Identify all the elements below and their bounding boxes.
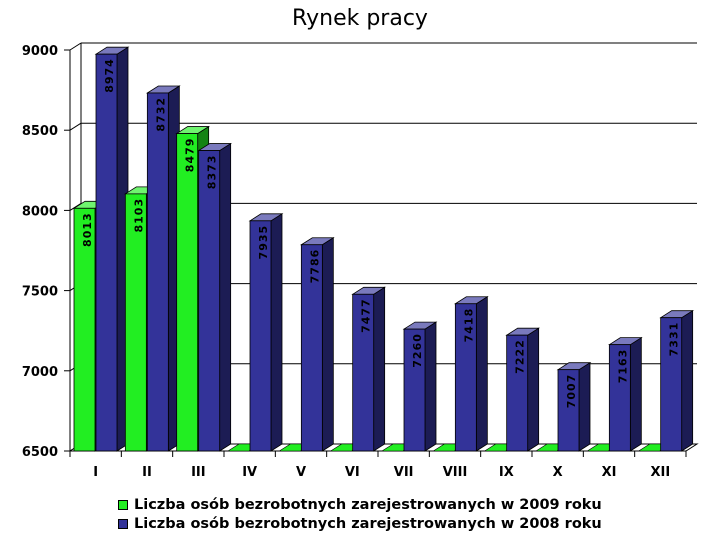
bar-2008 [198, 150, 221, 452]
bar-2008-side [424, 321, 437, 452]
data-label: 7786 [308, 249, 321, 284]
gridline-depth [69, 42, 82, 51]
y-tick-label: 9000 [22, 44, 58, 59]
data-label: 8103 [132, 198, 145, 233]
bar-2008-side [578, 361, 591, 452]
bar-2008-side [629, 336, 642, 452]
legend-item-2009: Liczba osób bezrobotnych zarejestrowanyc… [118, 495, 602, 514]
bar-2008 [300, 244, 323, 452]
data-label: 7163 [616, 349, 629, 384]
x-tick-label: II [142, 465, 152, 480]
bar-2008 [146, 92, 169, 452]
bar-2009 [176, 133, 199, 452]
chart-title: Rynek pracy [292, 6, 428, 31]
bar-2008 [352, 293, 375, 452]
legend-swatch-2008 [118, 518, 128, 529]
bar-2008-side [527, 327, 540, 452]
bar-2008 [403, 328, 426, 452]
bar-2008 [557, 369, 580, 452]
x-tick-label: III [191, 465, 206, 480]
data-label: 7260 [411, 333, 424, 368]
y-tick-label: 6500 [22, 445, 58, 460]
gridline-depth [69, 122, 82, 131]
x-tick-label: XI [602, 465, 617, 480]
x-tick-label: IX [499, 465, 514, 480]
legend-label-2009: Liczba osób bezrobotnych zarejestrowanyc… [134, 496, 602, 513]
y-tick-label: 7500 [22, 285, 58, 300]
x-tick-label: VII [394, 465, 414, 480]
x-tick-label: VIII [443, 465, 468, 480]
bar-2008-side [475, 296, 488, 452]
bar-2009 [73, 207, 96, 452]
data-label: 8479 [184, 138, 197, 173]
legend-label-2008: Liczba osób bezrobotnych zarejestrowanyc… [134, 515, 602, 532]
x-tick-label: VI [345, 465, 360, 480]
legend: Liczba osób bezrobotnych zarejestrowanyc… [118, 495, 602, 533]
data-label: 7935 [257, 225, 270, 260]
data-label: 8013 [81, 212, 94, 247]
legend-item-2008: Liczba osób bezrobotnych zarejestrowanyc… [118, 514, 602, 533]
x-tick-label: I [93, 465, 98, 480]
data-label: 8373 [206, 155, 219, 190]
y-tick-label: 8000 [22, 204, 58, 219]
data-label: 7477 [360, 298, 373, 333]
data-label: 7331 [668, 322, 681, 357]
data-label: 7007 [565, 374, 578, 409]
bar-2008 [608, 344, 631, 452]
y-tick-label: 7000 [22, 365, 58, 380]
x-tick-label: IV [242, 465, 257, 480]
data-label: 8974 [103, 58, 116, 93]
bar-2008-side [321, 236, 334, 452]
x-tick-label: X [553, 465, 563, 480]
bar-2008-side [373, 286, 386, 452]
bar-2008 [95, 53, 118, 452]
bar-2008 [454, 303, 477, 452]
bar-2008 [506, 334, 529, 452]
x-tick-label: XII [650, 465, 670, 480]
data-label: 7418 [462, 308, 475, 343]
bar-2008 [660, 317, 683, 452]
y-tick-label: 8500 [22, 124, 58, 139]
bar-2008-side [219, 142, 232, 452]
bar-2009 [124, 193, 147, 452]
x-tick-label: V [296, 465, 306, 480]
bar-2008-side [681, 309, 694, 452]
legend-swatch-2009 [118, 499, 128, 510]
data-label: 8732 [154, 97, 167, 132]
bar-2008-side [270, 213, 283, 452]
bar-2008 [249, 220, 272, 452]
data-label: 7222 [514, 339, 527, 374]
